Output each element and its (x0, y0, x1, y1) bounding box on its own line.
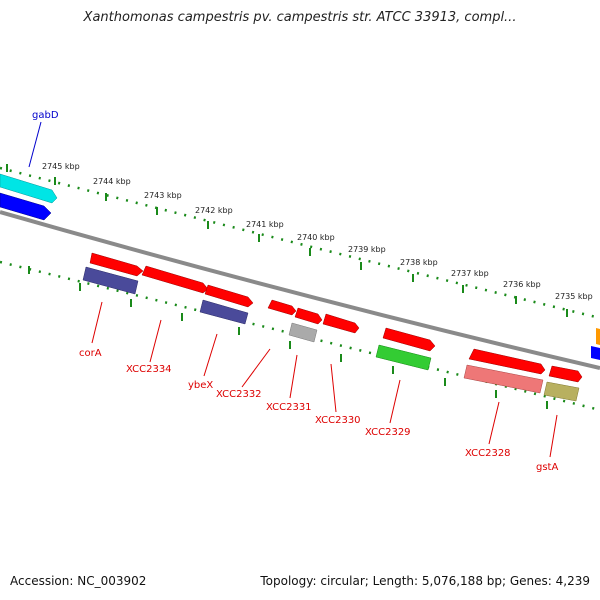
accession-label: Accession: NC_003902 (10, 574, 147, 588)
scale-label: 2739 kbp (348, 245, 386, 254)
scale-label: 2740 kbp (297, 233, 335, 242)
leader-XCC2331 (289, 354, 298, 399)
leader-XCC2332 (241, 348, 271, 388)
scale-arc-lower (0, 260, 600, 412)
gene-blue[interactable] (0, 192, 52, 221)
scale-label: 2735 kbp (555, 292, 593, 301)
map-title: Xanthomonas campestris pv. campestris st… (83, 10, 517, 25)
gene-red[interactable] (294, 307, 323, 325)
gene-label-XCC2331[interactable]: XCC2331 (266, 402, 312, 413)
gene-blue-edge[interactable] (591, 346, 600, 360)
scale-label: 2741 kbp (246, 220, 284, 229)
gene-gabD-cyan[interactable] (0, 173, 58, 204)
gene-label-corA[interactable]: corA (79, 348, 102, 359)
leader-XCC2330 (330, 363, 337, 413)
gene-label-XCC2328[interactable]: XCC2328 (465, 448, 511, 459)
scale-label: 2738 kbp (400, 258, 438, 267)
leader-corA (91, 301, 103, 344)
gene-red[interactable] (267, 299, 297, 316)
scale-label: 2742 kbp (195, 206, 233, 215)
gene-red[interactable] (89, 252, 144, 277)
leader-ybeX (203, 333, 218, 377)
gene-label-gabD[interactable]: gabD (32, 110, 59, 121)
gene-navy[interactable] (199, 299, 249, 325)
genes-other (82, 266, 580, 402)
label-leaders (28, 121, 558, 458)
leader-gabD (28, 121, 42, 168)
genome-summary: Topology: circular; Length: 5,076,188 bp… (260, 574, 590, 588)
scale-ticks-upper (6, 164, 568, 317)
gene-label-XCC2330[interactable]: XCC2330 (315, 415, 361, 426)
gene-orange[interactable] (596, 328, 600, 345)
gene-label-ybeX[interactable]: ybeX (188, 380, 213, 391)
gene-navy[interactable] (82, 266, 139, 295)
gene-gray[interactable] (288, 322, 318, 343)
gene-green[interactable] (375, 344, 432, 371)
leader-XCC2328 (488, 401, 500, 445)
gene-label-XCC2332[interactable]: XCC2332 (216, 389, 262, 400)
gene-label-gstA[interactable]: gstA (536, 462, 558, 473)
gene-olive[interactable] (543, 381, 580, 402)
gene-red[interactable] (141, 265, 209, 294)
gene-red[interactable] (204, 284, 254, 308)
scale-labels: 2745 kbp 2744 kbp 2743 kbp 2742 kbp 2741… (42, 162, 593, 301)
gene-red[interactable] (322, 313, 360, 334)
genes-red (89, 252, 583, 383)
scale-label: 2744 kbp (93, 177, 131, 186)
leader-XCC2329 (389, 379, 401, 424)
scale-label: 2736 kbp (503, 280, 541, 289)
gene-label-XCC2334[interactable]: XCC2334 (126, 364, 172, 375)
leader-XCC2334 (149, 319, 162, 363)
scale-ticks-lower (28, 266, 548, 409)
genome-backbone (0, 210, 600, 370)
leader-gstA (549, 414, 558, 458)
genes-outer (0, 173, 600, 360)
scale-label: 2745 kbp (42, 162, 80, 171)
gene-red[interactable] (382, 327, 436, 352)
gene-pink[interactable] (463, 364, 544, 394)
gene-labels: gabD corA XCC2334 ybeX XCC2332 XCC2331 X… (32, 110, 558, 473)
scale-label: 2737 kbp (451, 269, 489, 278)
scale-label: 2743 kbp (144, 191, 182, 200)
gene-label-XCC2329[interactable]: XCC2329 (365, 427, 411, 438)
gene-red[interactable] (468, 348, 546, 375)
gene-red[interactable] (548, 365, 583, 383)
